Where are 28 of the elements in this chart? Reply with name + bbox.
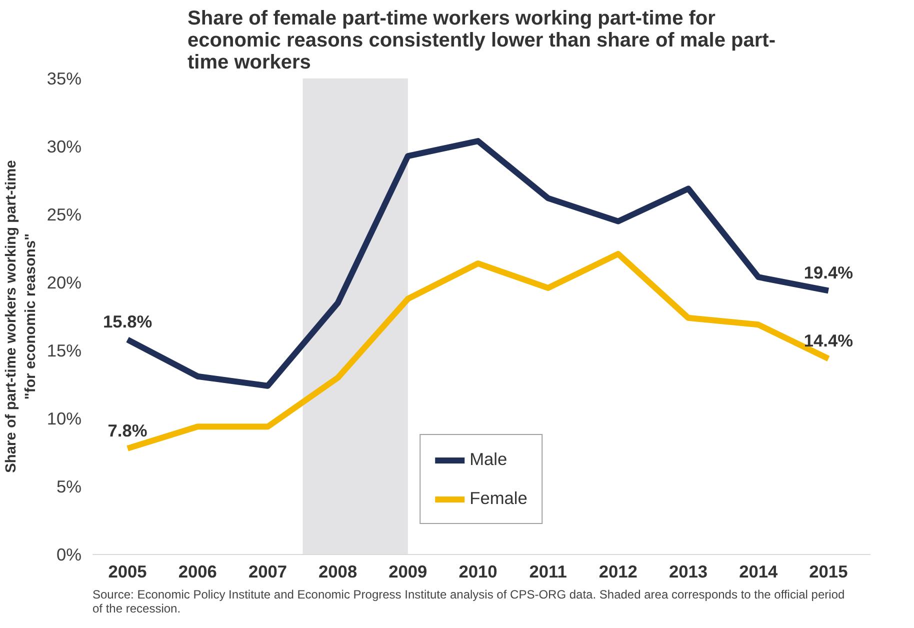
data-label: 15.8% [102,312,152,332]
y-tick-label: 35% [46,68,82,88]
x-tick-label: 2009 [388,562,428,582]
chart-title: Share of female part-time workers working part-time for economic reasons consistently lower than share of male part-time workers [188,8,776,74]
y-tick-label: 15% [46,340,82,360]
x-tick-label: 2006 [178,562,218,582]
x-tick-label: 2008 [318,562,358,582]
x-tick-label: 2005 [108,562,148,582]
y-tick-label: 30% [46,136,82,156]
y-tick-label: 0% [56,544,82,564]
x-tick-label: 2013 [668,562,708,582]
x-tick-label: 2015 [809,562,848,582]
y-axis-title: Share of part-time workers working part-time "for economic reasons" [4,160,39,473]
y-tick-label: 20% [46,272,82,292]
legend-label: Male [470,449,508,470]
data-label: 19.4% [804,262,854,283]
x-tick-label: 2010 [458,562,498,582]
data-label: 14.4% [804,330,854,351]
y-tick-label: 5% [56,476,82,496]
x-tick-label: 2007 [248,562,288,582]
y-tick-label: 25% [46,204,82,224]
data-label: 7.8% [108,420,148,440]
legend-label: Female [470,488,528,509]
source-note: Source: Economic Policy Institute and Economic Progress Institute analysis of CPS-ORG data. Shaded area corresponds to the official period of the recession. [92,588,845,616]
x-tick-label: 2011 [529,562,568,582]
x-tick-label: 2012 [598,562,638,582]
y-tick-label: 10% [46,408,82,428]
x-tick-label: 2014 [739,562,778,582]
